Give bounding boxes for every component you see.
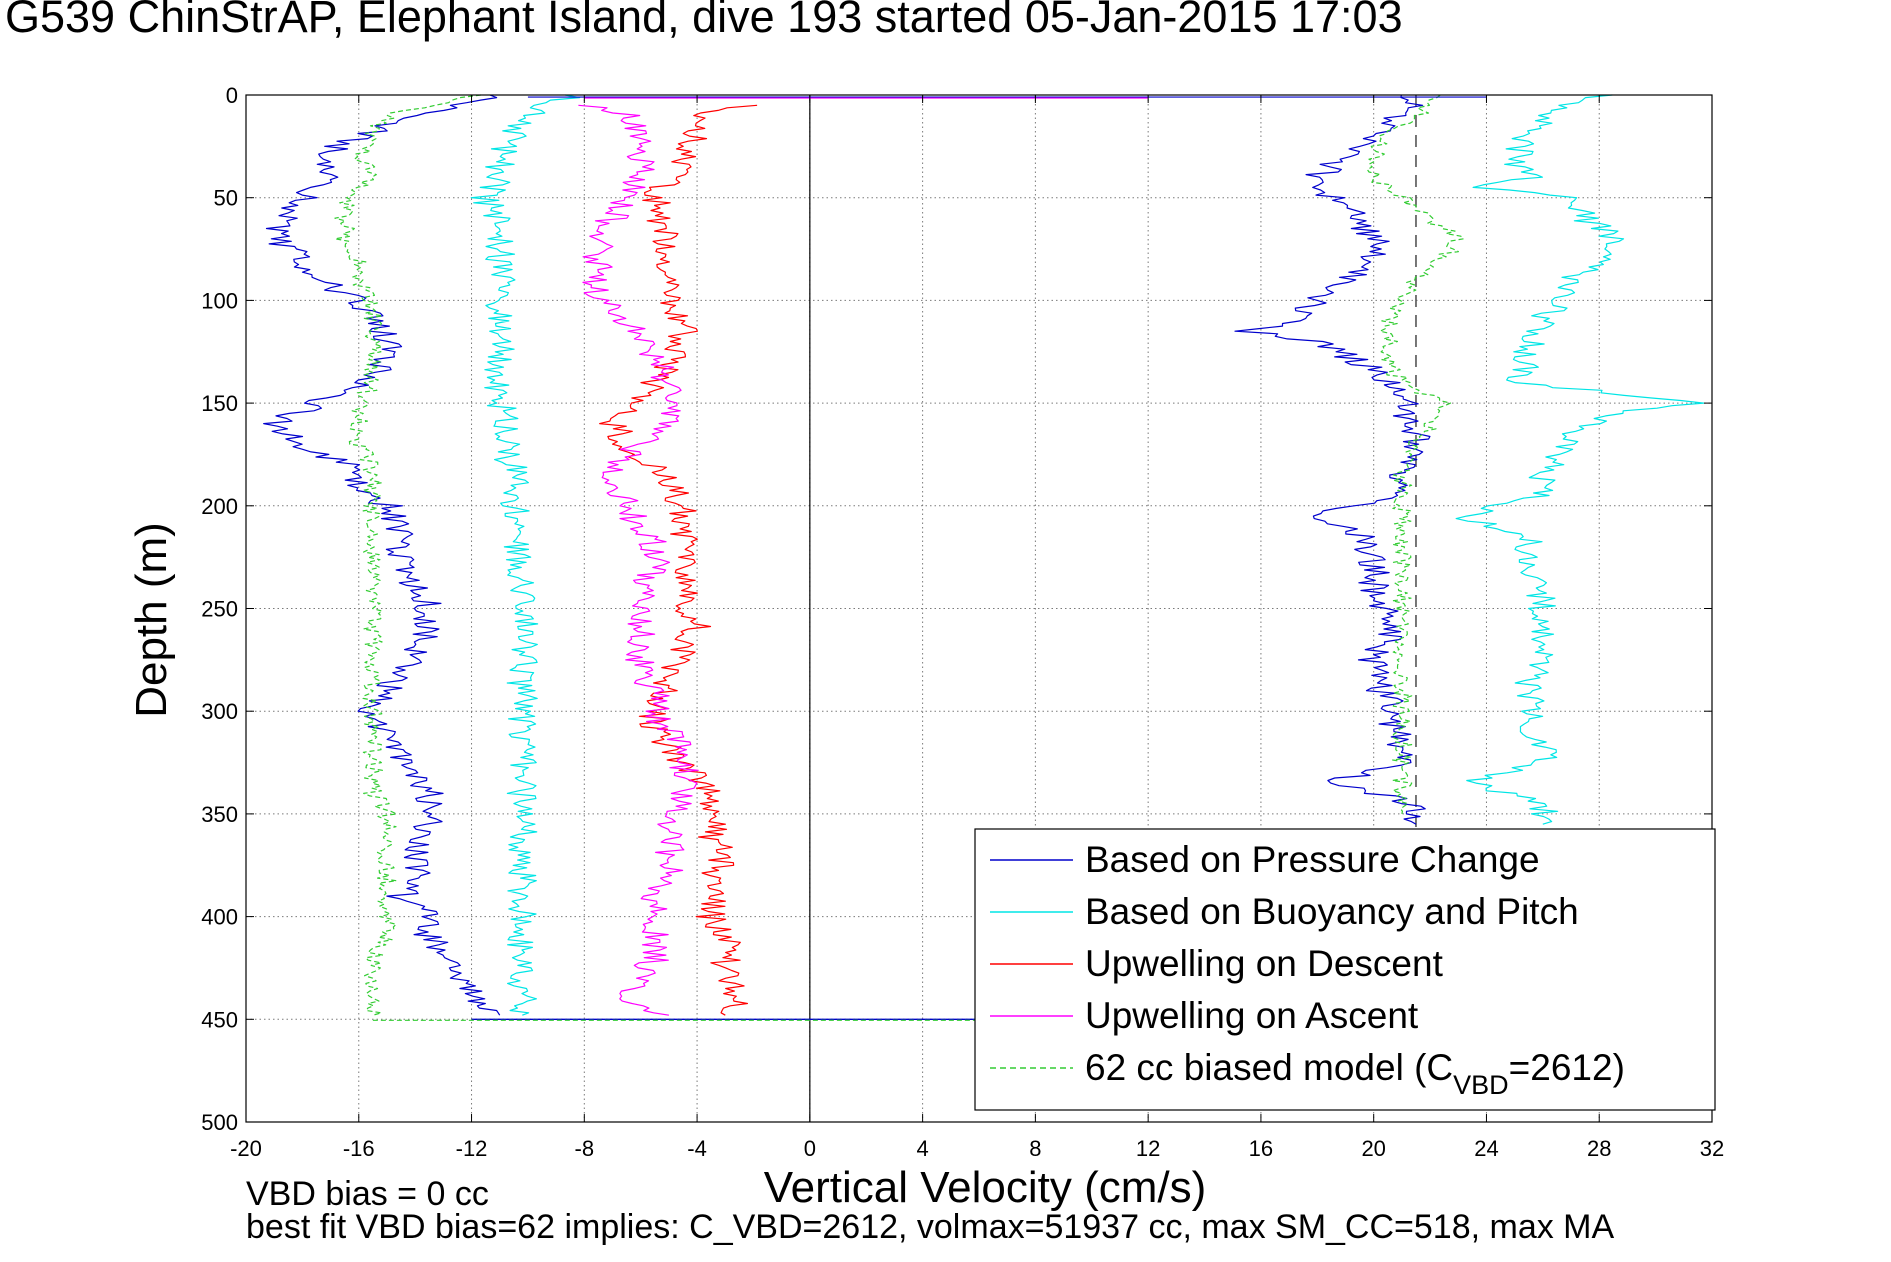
y-tick-label: 200: [201, 494, 238, 519]
series-line: [1366, 94, 1465, 815]
footnote-best-fit: best fit VBD bias=62 implies: C_VBD=2612…: [246, 1208, 1615, 1246]
y-tick-label: 100: [201, 288, 238, 313]
series-line: [263, 94, 501, 1016]
series-line: [470, 94, 581, 1016]
x-tick-label: 16: [1249, 1136, 1273, 1161]
y-tick-label: 400: [201, 905, 238, 930]
x-tick-label: 0: [804, 1136, 816, 1161]
legend-label: Upwelling on Descent: [1085, 943, 1444, 984]
x-tick-label: 32: [1700, 1136, 1724, 1161]
y-tick-label: 250: [201, 597, 238, 622]
y-tick-label: 500: [201, 1110, 238, 1135]
series-lines: [263, 94, 1705, 1021]
footnote-vbd-bias: VBD bias = 0 cc: [246, 1175, 489, 1213]
x-axis-ticks: -20 -16 -12 -8 -4 0 4 8 12 16 20 24 28 32: [230, 95, 1724, 1161]
series-line: [1455, 94, 1705, 825]
y-tick-label: 350: [201, 802, 238, 827]
x-tick-label: -20: [230, 1136, 262, 1161]
x-tick-label: 24: [1474, 1136, 1498, 1161]
y-tick-label: 150: [201, 391, 238, 416]
y-tick-label: 0: [226, 83, 238, 108]
y-tick-label: 300: [201, 699, 238, 724]
y-tick-label: 450: [201, 1007, 238, 1032]
x-tick-label: 20: [1361, 1136, 1385, 1161]
series-line: [599, 104, 758, 1016]
series-line: [578, 104, 699, 1016]
x-tick-label: -12: [456, 1136, 488, 1161]
legend-label: Based on Buoyancy and Pitch: [1085, 891, 1579, 932]
legend: Based on Pressure Change Based on Buoyanc…: [974, 828, 1716, 1111]
legend-label: Upwelling on Ascent: [1085, 995, 1419, 1036]
legend-label: Based on Pressure Change: [1085, 839, 1540, 880]
x-axis-label: Vertical Velocity (cm/s): [764, 1163, 1207, 1212]
reference-lines: [809, 95, 1417, 1122]
series-line: [334, 94, 481, 1016]
x-tick-label: 8: [1029, 1136, 1041, 1161]
x-tick-label: 12: [1136, 1136, 1160, 1161]
chart-title: G539 ChinStrAP, Elephant Island, dive 19…: [5, 0, 1403, 42]
x-tick-label: 28: [1587, 1136, 1611, 1161]
x-tick-label: -16: [343, 1136, 375, 1161]
x-tick-label: -8: [575, 1136, 595, 1161]
y-axis-label: Depth (m): [127, 522, 176, 718]
x-tick-label: 4: [916, 1136, 928, 1161]
x-tick-label: -4: [687, 1136, 707, 1161]
legend-box: [974, 828, 1716, 1111]
y-tick-label: 50: [214, 186, 238, 211]
